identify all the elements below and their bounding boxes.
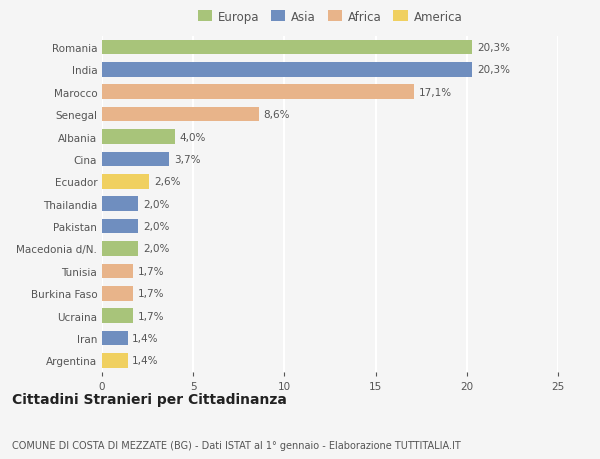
- Bar: [102, 85, 414, 100]
- Bar: [102, 152, 169, 167]
- Text: 1,7%: 1,7%: [137, 266, 164, 276]
- Text: 17,1%: 17,1%: [418, 88, 452, 98]
- Text: Cittadini Stranieri per Cittadinanza: Cittadini Stranieri per Cittadinanza: [12, 392, 287, 406]
- Text: 20,3%: 20,3%: [477, 43, 510, 53]
- Bar: [102, 264, 133, 279]
- Bar: [102, 197, 139, 212]
- Bar: [102, 41, 472, 55]
- Text: 3,7%: 3,7%: [174, 155, 200, 165]
- Text: 2,0%: 2,0%: [143, 244, 169, 254]
- Bar: [102, 175, 149, 189]
- Text: 4,0%: 4,0%: [179, 132, 206, 142]
- Text: 1,4%: 1,4%: [132, 333, 158, 343]
- Bar: [102, 353, 128, 368]
- Bar: [102, 219, 139, 234]
- Bar: [102, 309, 133, 323]
- Text: 20,3%: 20,3%: [477, 65, 510, 75]
- Text: COMUNE DI COSTA DI MEZZATE (BG) - Dati ISTAT al 1° gennaio - Elaborazione TUTTIT: COMUNE DI COSTA DI MEZZATE (BG) - Dati I…: [12, 440, 461, 450]
- Bar: [102, 108, 259, 122]
- Bar: [102, 242, 139, 256]
- Bar: [102, 331, 128, 346]
- Text: 1,4%: 1,4%: [132, 356, 158, 366]
- Bar: [102, 130, 175, 145]
- Legend: Europa, Asia, Africa, America: Europa, Asia, Africa, America: [198, 11, 462, 23]
- Text: 1,7%: 1,7%: [137, 289, 164, 299]
- Text: 2,6%: 2,6%: [154, 177, 181, 187]
- Text: 1,7%: 1,7%: [137, 311, 164, 321]
- Bar: [102, 63, 472, 78]
- Text: 8,6%: 8,6%: [263, 110, 290, 120]
- Text: 2,0%: 2,0%: [143, 199, 169, 209]
- Text: 2,0%: 2,0%: [143, 222, 169, 232]
- Bar: [102, 286, 133, 301]
